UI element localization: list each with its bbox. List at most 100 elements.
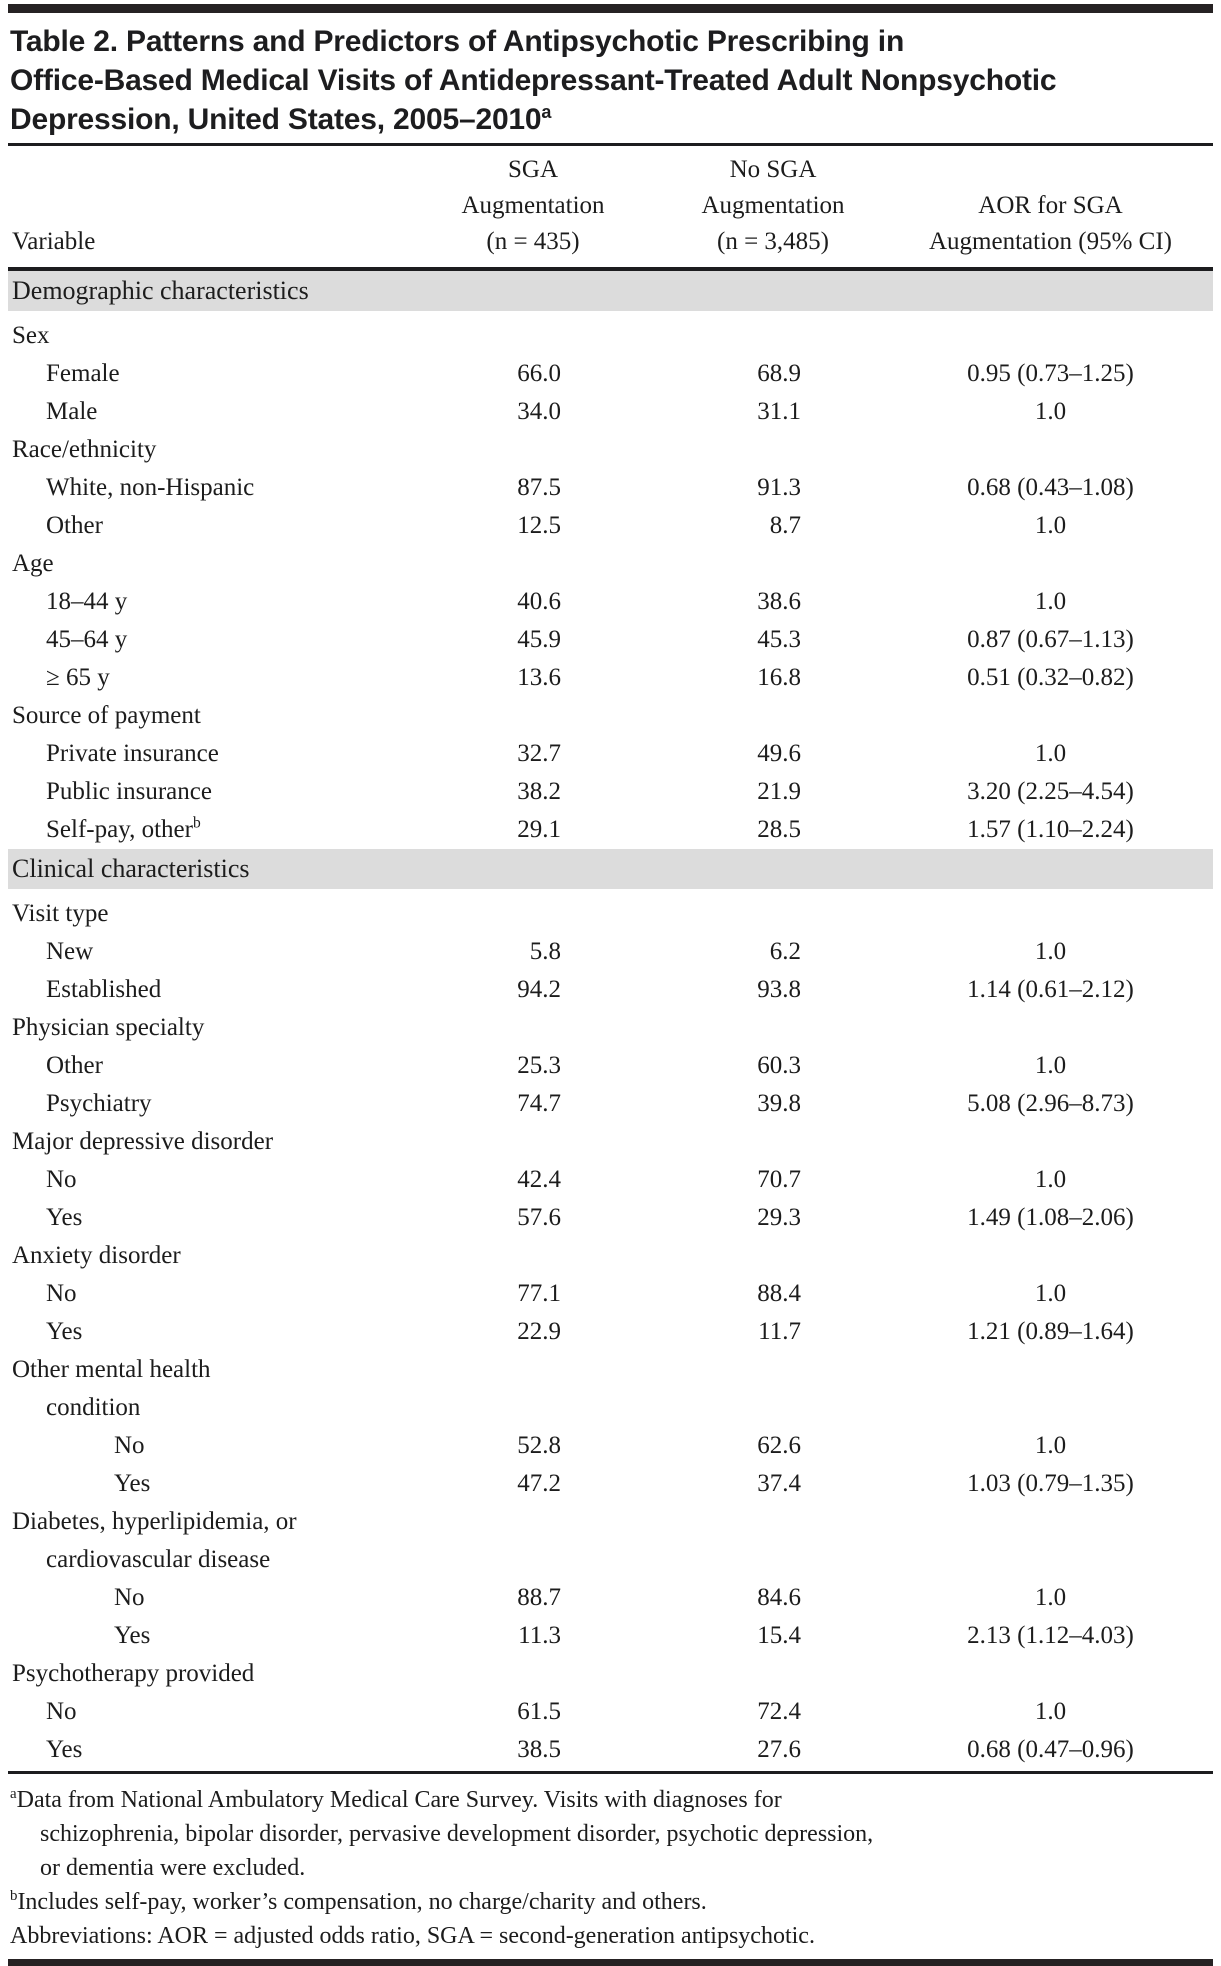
aor-value: 1.0 [1034,740,1067,767]
sga-augmentation-value: 40.6 [517,588,561,615]
row-label: Diabetes, hyperlipidemia, or [12,1508,297,1535]
no-sga-augmentation-value: 60.3 [757,1052,801,1079]
table-row: Public insurance 38.2 21.9 3.20 (2.25–4.54) [8,773,1213,811]
aor-value: 0.87 (0.67–1.13) [967,626,1134,653]
no-sga-augmentation-value: 68.9 [757,360,801,387]
table-row: Anxiety disorder [8,1237,1213,1275]
no-sga-augmentation-value: 45.3 [757,626,801,653]
table-row: Self-pay, otherb 29.1 28.5 1.57 (1.10–2.24) [8,811,1213,849]
no-sga-augmentation-value: 16.8 [757,664,801,691]
aor-value: 2.13 (1.12–4.03) [967,1622,1134,1649]
section-header-row: Clinical characteristics [8,849,1213,889]
table-title-line-1: Table 2. Patterns and Predictors of Anti… [10,25,905,58]
aor-value: 1.57 (1.10–2.24) [967,816,1134,843]
table-row: No 77.1 88.4 1.0 [8,1275,1213,1313]
body-end-rule [8,1771,1213,1774]
aor-value: 1.0 [1034,1698,1067,1725]
row-label: Sex [12,322,50,349]
table-row: Race/ethnicity [8,431,1213,469]
aor-value: 1.0 [1034,1166,1067,1193]
no-sga-augmentation-value: 93.8 [757,976,801,1003]
row-label: No [46,1166,77,1193]
footnote-marker-a: a [10,1786,17,1802]
aor-value: 1.49 (1.08–2.06) [967,1204,1134,1231]
row-label: Public insurance [46,778,212,805]
sga-augmentation-value: 66.0 [517,360,561,387]
title-footnote-marker: a [541,102,552,122]
aor-value: 3.20 (2.25–4.54) [967,778,1134,805]
sga-augmentation-value: 29.1 [517,816,561,843]
row-label: Race/ethnicity [12,436,157,463]
row-label: Established [46,976,162,1003]
table-row: Yes 22.9 11.7 1.21 (0.89–1.64) [8,1313,1213,1351]
row-label: condition [46,1394,141,1421]
aor-value: 1.0 [1034,1052,1067,1079]
row-label: Female [46,360,120,387]
no-sga-augmentation-value: 37.4 [757,1470,801,1497]
title-rule [8,143,1213,146]
no-sga-augmentation-value: 11.7 [758,1318,801,1345]
section-header-label: Demographic characteristics [12,276,309,305]
table-row: Major depressive disorder [8,1123,1213,1161]
row-label: Yes [46,1204,83,1231]
table-row: 45–64 y 45.9 45.3 0.87 (0.67–1.13) [8,621,1213,659]
sga-augmentation-value: 12.5 [517,512,561,539]
sga-augmentation-value: 74.7 [517,1090,561,1117]
row-label: Yes [46,1736,83,1763]
row-label: 45–64 y [46,626,128,653]
sga-augmentation-value: 52.8 [517,1432,561,1459]
aor-value: 1.0 [1034,938,1067,965]
no-sga-augmentation-value: 91.3 [757,474,801,501]
row-label: White, non-Hispanic [46,474,255,501]
table-row: 18–44 y 40.6 38.6 1.0 [8,583,1213,621]
footnotes: aData from National Ambulatory Medical C… [8,1783,1213,1953]
sga-augmentation-value: 42.4 [517,1166,561,1193]
row-label: Psychotherapy provided [12,1660,255,1687]
row-label: 18–44 y [46,588,128,615]
sga-augmentation-value: 25.3 [517,1052,561,1079]
aor-value: 1.0 [1034,1280,1067,1307]
sga-augmentation-value: 77.1 [517,1280,561,1307]
footnote-b: bIncludes self-pay, worker’s compensatio… [10,1888,707,1915]
aor-value: 1.03 (0.79–1.35) [967,1470,1134,1497]
no-sga-augmentation-value: 70.7 [757,1166,801,1193]
table-row: Physician specialty [8,1009,1213,1047]
footnote-a: aData from National Ambulatory Medical C… [10,1786,874,1881]
table-row: Yes 11.3 15.4 2.13 (1.12–4.03) [8,1617,1213,1655]
table-row: Visit type [8,895,1213,933]
footnote-marker: b [192,814,201,832]
row-label: Yes [46,1318,83,1345]
sga-augmentation-value: 61.5 [517,1698,561,1725]
sga-augmentation-value: 13.6 [517,664,561,691]
aor-value: 1.0 [1034,398,1067,425]
top-rule [8,4,1213,13]
no-sga-augmentation-value: 84.6 [757,1584,801,1611]
aor-value: 1.21 (0.89–1.64) [967,1318,1134,1345]
row-label: No [46,1280,77,1307]
sga-augmentation-value: 88.7 [517,1584,561,1611]
row-label: Other mental health [12,1356,211,1383]
table-row: No 42.4 70.7 1.0 [8,1161,1213,1199]
table-row: Psychotherapy provided [8,1655,1213,1693]
header-rule [8,267,1213,271]
no-sga-augmentation-value: 72.4 [757,1698,801,1725]
column-headers: Variable SGA Augmentation (n = 435) No S… [8,146,1213,267]
row-label: Psychiatry [46,1090,152,1117]
table-row: Yes 38.5 27.6 0.68 (0.47–0.96) [8,1731,1213,1769]
row-label: No [46,1698,77,1725]
no-sga-augmentation-value: 6.2 [769,938,801,965]
no-sga-augmentation-value: 27.6 [757,1736,801,1763]
no-sga-augmentation-value: 21.9 [757,778,801,805]
row-label: Self-pay, otherb [46,814,201,843]
row-label: cardiovascular disease [46,1546,271,1573]
table-row: Other mental health [8,1351,1213,1389]
row-label: Age [12,550,54,577]
table-row: Other 25.3 60.3 1.0 [8,1047,1213,1085]
footnote-abbreviations: Abbreviations: AOR = adjusted odds ratio… [10,1923,815,1949]
column-header-aor: AOR for SGA Augmentation (95% CI) [928,192,1172,255]
no-sga-augmentation-value: 38.6 [757,588,801,615]
row-label: New [46,938,94,965]
table-row: ≥ 65 y 13.6 16.8 0.51 (0.32–0.82) [8,659,1213,697]
aor-value: 0.68 (0.47–0.96) [967,1736,1134,1763]
